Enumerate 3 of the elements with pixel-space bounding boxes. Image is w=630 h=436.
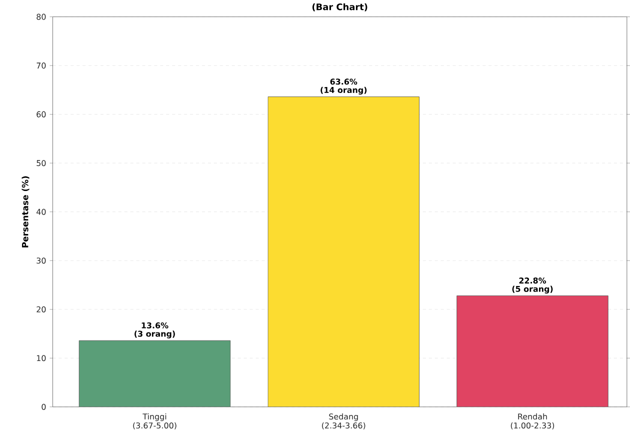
bar bbox=[268, 96, 420, 408]
chart-title: (Bar Chart) bbox=[312, 3, 368, 12]
y-axis-title: Persentase (%) bbox=[22, 176, 30, 248]
